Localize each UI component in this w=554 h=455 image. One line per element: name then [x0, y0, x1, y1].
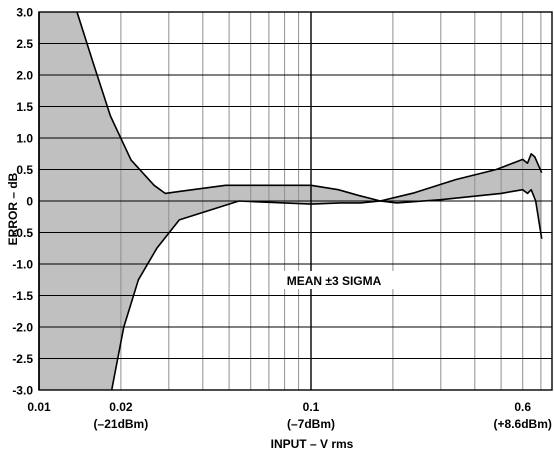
- x-tick-labels: 0.01 0.02 (–21dBm) 0.1 (–7dBm) 0.6 (+8.6dBm): [27, 400, 552, 431]
- grid-layer: [38, 11, 553, 391]
- x-tick-sublabel: (+8.6dBm): [494, 417, 552, 431]
- upper-sigma-curve: [76, 11, 543, 202]
- y-tick-label: -2.0: [12, 321, 33, 335]
- y-tick-label: -2.5: [12, 352, 33, 366]
- x-tick-label: 0.02: [109, 400, 133, 414]
- x-tick-label: 0.6: [514, 400, 531, 414]
- x-tick-sublabel: (–21dBm): [94, 417, 149, 431]
- y-tick-label: 3.0: [16, 6, 33, 20]
- y-tick-label: -1.0: [12, 258, 33, 272]
- curves-layer: [38, 11, 543, 391]
- y-tick-label: -3.0: [12, 384, 33, 398]
- x-axis-title: INPUT – V rms: [271, 437, 354, 451]
- x-tick-label: 0.1: [303, 400, 320, 414]
- y-tick-label: 1.5: [16, 100, 33, 114]
- y-tick-label: 0: [26, 195, 33, 209]
- y-tick-labels: 3.0 2.5 2.0 1.5 1.0 0.5 0 -0.5 -1.0 -1.5 -2.0 -2.5 -…: [12, 6, 33, 398]
- x-tick-label: 0.01: [27, 400, 51, 414]
- y-tick-label: -0.5: [12, 226, 33, 240]
- x-tick-sublabel: (–7dBm): [287, 417, 335, 431]
- annotation-background: [272, 271, 396, 289]
- lower-sigma-curve: [110, 188, 543, 391]
- y-tick-label: 2.0: [16, 69, 33, 83]
- annotation-label: MEAN ±3 SIGMA: [287, 274, 382, 288]
- y-tick-label: 1.0: [16, 132, 33, 146]
- y-axis-title: ERROR – dB: [6, 172, 20, 245]
- y-tick-label: 2.5: [16, 37, 33, 51]
- y-tick-label: -1.5: [12, 289, 33, 303]
- y-tick-label: 0.5: [16, 163, 33, 177]
